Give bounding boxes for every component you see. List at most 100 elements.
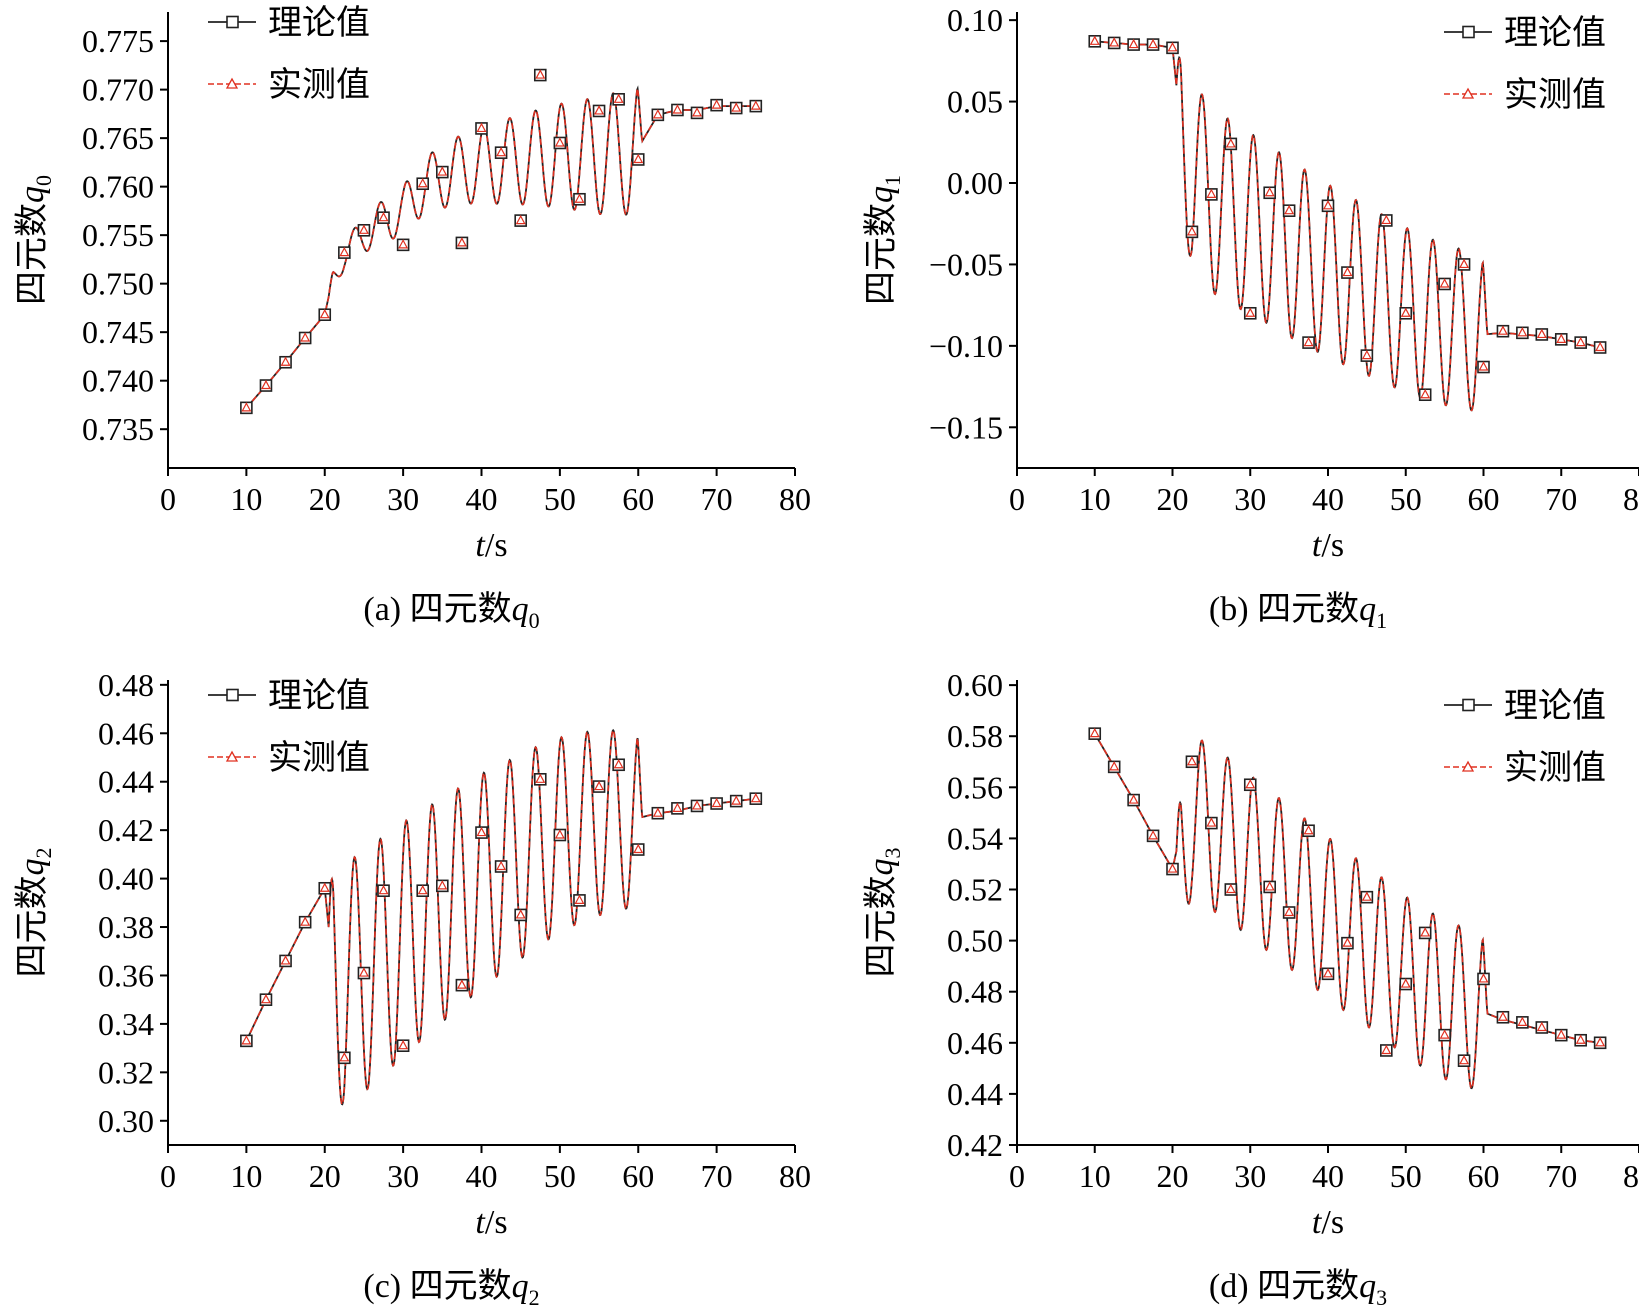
legend-measured-label: 实测值 xyxy=(1504,76,1606,114)
measured-marker xyxy=(1595,341,1606,352)
measured-marker xyxy=(574,193,585,203)
y-axis-title-subscript: 2 xyxy=(31,848,56,859)
caption-symbol: q xyxy=(1359,1268,1376,1305)
legend-theory-label: 理论值 xyxy=(268,4,370,42)
legend-theory-label: 理论值 xyxy=(1504,14,1606,52)
measured-marker xyxy=(1361,349,1372,360)
x-axis-title: t/s xyxy=(475,527,507,564)
measured-marker xyxy=(1284,204,1295,215)
y-tick-label: 0.58 xyxy=(947,718,1003,754)
x-tick-label: 80 xyxy=(779,481,811,517)
measured-marker xyxy=(1556,333,1567,343)
panel-caption: (a) 四元数q0 xyxy=(363,590,539,633)
measured-marker xyxy=(1186,755,1197,766)
measured-marker xyxy=(1245,778,1256,789)
measured-marker xyxy=(633,843,644,854)
x-tick-label: 30 xyxy=(387,481,419,517)
measured-marker xyxy=(711,99,722,109)
measured-marker xyxy=(574,894,585,904)
measured-marker xyxy=(339,246,350,257)
x-tick-label: 0 xyxy=(160,1158,176,1194)
measured-marker xyxy=(652,109,663,119)
y-axis-title-subscript: 0 xyxy=(31,175,56,186)
y-tick-label: 0.38 xyxy=(98,909,154,945)
y-tick-label: −0.15 xyxy=(929,409,1003,445)
measured-marker xyxy=(1109,761,1120,771)
caption-subscript: 1 xyxy=(1376,608,1387,633)
measured-marker xyxy=(300,916,311,926)
panel-caption: (d) 四元数q3 xyxy=(1209,1267,1387,1310)
x-axis-title: t/s xyxy=(1312,1204,1344,1241)
x-tick-label: 30 xyxy=(1234,1158,1266,1194)
y-axis-title-prefix: 四元数 xyxy=(862,876,900,978)
x-tick-label: 60 xyxy=(622,481,654,517)
measured-marker xyxy=(731,795,742,805)
measured-marker xyxy=(1323,200,1333,210)
caption-prefix: (c) 四元数 xyxy=(363,1267,511,1305)
x-tick-label: 40 xyxy=(466,481,498,517)
measured-marker xyxy=(750,792,761,803)
series-line-measured xyxy=(1094,40,1601,412)
measured-marker xyxy=(260,379,271,390)
measured-marker xyxy=(1478,973,1489,983)
caption-prefix: (a) 四元数 xyxy=(363,590,511,628)
measured-marker xyxy=(456,979,467,989)
panel-caption: (b) 四元数q1 xyxy=(1209,590,1387,633)
y-tick-label: 0.46 xyxy=(947,1025,1003,1061)
measured-marker xyxy=(1575,1034,1586,1044)
caption-subscript: 2 xyxy=(529,1285,540,1310)
y-tick-label: 0.00 xyxy=(947,165,1003,201)
measured-marker xyxy=(1361,891,1372,901)
x-tick-label: 30 xyxy=(387,1158,419,1194)
measured-marker xyxy=(652,807,663,817)
y-tick-label: 0.48 xyxy=(98,667,154,703)
x-tick-label: 50 xyxy=(544,1158,576,1194)
x-axis-title-unit: /s xyxy=(485,527,508,564)
measured-marker xyxy=(1536,1021,1547,1032)
x-axis-title: t/s xyxy=(475,1204,507,1241)
x-axis-title-symbol: t xyxy=(1312,527,1323,564)
x-tick-label: 0 xyxy=(1009,481,1025,517)
y-tick-label: 0.36 xyxy=(98,957,154,993)
measured-marker xyxy=(339,1052,350,1062)
measured-marker xyxy=(417,177,428,188)
caption-prefix: (d) 四元数 xyxy=(1209,1267,1359,1305)
measured-marker xyxy=(319,308,330,319)
measured-marker xyxy=(633,153,644,164)
x-axis-title-symbol: t xyxy=(475,1204,486,1241)
caption-symbol: q xyxy=(1359,591,1376,628)
measured-marker xyxy=(437,880,448,890)
series-line-measured xyxy=(245,729,756,1106)
measured-marker xyxy=(1206,817,1217,827)
measured-marker xyxy=(692,800,703,810)
measured-marker xyxy=(1342,266,1353,277)
measured-marker xyxy=(672,104,683,114)
x-tick-label: 10 xyxy=(1079,481,1111,517)
measured-marker xyxy=(358,224,369,234)
y-tick-label: 0.44 xyxy=(98,764,154,800)
measured-marker xyxy=(241,402,252,412)
series-line-measured xyxy=(245,85,756,409)
measured-marker xyxy=(1186,226,1197,236)
y-tick-label: 0.10 xyxy=(947,2,1003,38)
y-tick-label: 0.05 xyxy=(947,84,1003,120)
x-axis-title-unit: /s xyxy=(485,1204,508,1241)
measured-marker xyxy=(1225,138,1236,148)
x-tick-label: 0 xyxy=(1009,1158,1025,1194)
x-tick-label: 50 xyxy=(1390,1158,1422,1194)
y-tick-label: 0.750 xyxy=(82,266,154,302)
x-tick-label: 50 xyxy=(544,481,576,517)
measured-marker xyxy=(613,93,624,103)
measured-marker xyxy=(378,884,389,895)
y-tick-label: 0.54 xyxy=(947,820,1003,856)
x-tick-label: 20 xyxy=(309,481,341,517)
measured-marker xyxy=(692,107,703,117)
measured-marker xyxy=(1439,1029,1450,1039)
y-tick-label: 0.30 xyxy=(98,1103,154,1139)
x-tick-label: 40 xyxy=(466,1158,498,1194)
caption-symbol: q xyxy=(512,591,529,628)
y-axis-title-prefix: 四元数 xyxy=(13,876,51,978)
y-tick-label: 0.40 xyxy=(98,861,154,897)
measured-marker xyxy=(672,802,683,812)
